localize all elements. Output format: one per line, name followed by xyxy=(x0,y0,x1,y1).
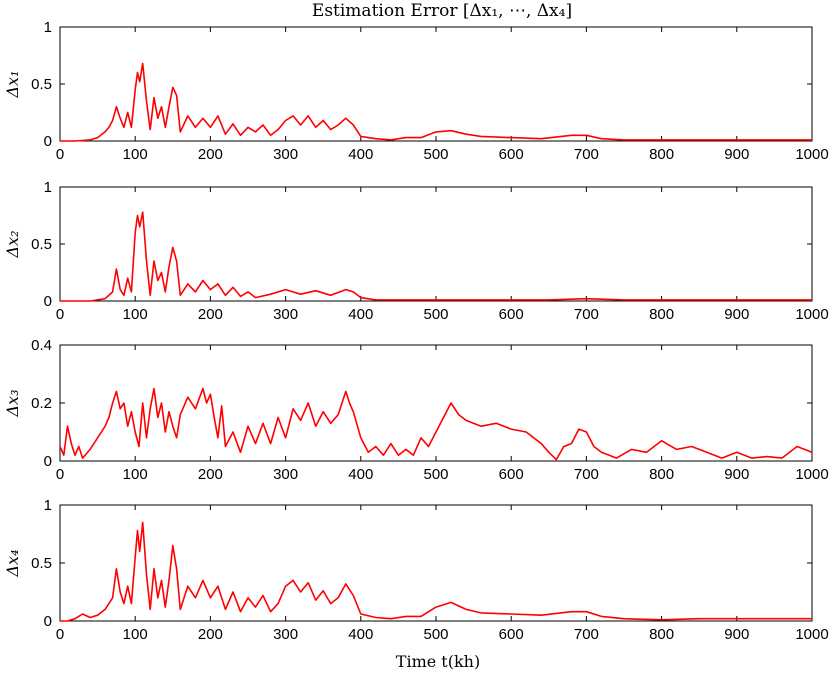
subplot-1: 0 100 200 300 400 500 600 700 800 900 1000 0 0.5 1 Δx₁ xyxy=(3,19,829,163)
y-tick-label: 0.5 xyxy=(31,236,52,253)
x-tick-label: 100 xyxy=(123,626,148,643)
x-tick-label: 300 xyxy=(273,626,298,643)
series-line-1 xyxy=(60,62,812,142)
series-line-3 xyxy=(59,387,813,461)
x-tick-label: 900 xyxy=(724,466,749,483)
x-tick-label: 500 xyxy=(423,466,448,483)
x-tick-label: 0 xyxy=(56,306,64,323)
x-tick-label: 400 xyxy=(348,626,373,643)
x-tick-label: 500 xyxy=(423,626,448,643)
x-tick-label: 300 xyxy=(273,146,298,163)
series-line-4 xyxy=(60,521,812,622)
axes-box xyxy=(59,186,813,302)
y-tick-label: 0 xyxy=(44,293,52,310)
x-tick-label: 800 xyxy=(649,466,674,483)
x-tick-label: 400 xyxy=(348,146,373,163)
axes-box xyxy=(59,344,813,462)
x-tick-label: 1000 xyxy=(795,466,828,483)
x-tick-label: 900 xyxy=(724,626,749,643)
x-tick-label: 200 xyxy=(198,626,223,643)
x-tick-label: 600 xyxy=(499,146,524,163)
y-tick-label: 0 xyxy=(44,133,52,150)
x-tick-label: 900 xyxy=(724,306,749,323)
x-tick-label: 1000 xyxy=(795,626,828,643)
series-line-2 xyxy=(60,211,812,302)
x-tick-label: 600 xyxy=(499,626,524,643)
x-tick-label: 600 xyxy=(499,306,524,323)
x-tick-label: 1000 xyxy=(795,306,828,323)
x-tick-label: 100 xyxy=(123,306,148,323)
y-tick-label: 0.5 xyxy=(31,555,52,572)
x-tick-label: 500 xyxy=(423,146,448,163)
x-tick-label: 300 xyxy=(273,466,298,483)
x-tick-label: 400 xyxy=(348,466,373,483)
y-tick-label: 0.2 xyxy=(31,395,52,412)
axes-box xyxy=(59,504,813,622)
x-tick-label: 800 xyxy=(649,146,674,163)
y-tick-label: 1 xyxy=(44,497,52,514)
chart-title: Estimation Error [Δx₁, ⋯, Δx₄] xyxy=(312,1,572,21)
x-tick-label: 600 xyxy=(499,466,524,483)
x-tick-label: 700 xyxy=(574,626,599,643)
x-tick-label: 900 xyxy=(724,146,749,163)
y-tick-label: 0 xyxy=(44,453,52,470)
x-tick-label: 100 xyxy=(123,466,148,483)
y-tick-label: 0.4 xyxy=(31,337,52,354)
x-axis-label: Time t(kh) xyxy=(396,652,480,671)
y-axis-label: Δx₁ xyxy=(3,71,22,99)
x-tick-label: 400 xyxy=(348,306,373,323)
x-tick-label: 200 xyxy=(198,306,223,323)
y-tick-label: 0 xyxy=(44,613,52,630)
subplot-2: 0 100 200 300 400 500 600 700 800 900 1000 0 0.5 1 Δx₂ xyxy=(3,179,829,323)
x-tick-label: 0 xyxy=(56,626,64,643)
x-tick-label: 800 xyxy=(649,306,674,323)
y-axis-label: Δx₂ xyxy=(3,231,22,259)
y-axis-label: Δx₃ xyxy=(3,390,22,418)
x-tick-label: 500 xyxy=(423,306,448,323)
x-tick-label: 800 xyxy=(649,626,674,643)
y-tick-label: 0.5 xyxy=(31,76,52,93)
subplot-panels: 0 100 200 300 400 500 600 700 800 900 100000.51Δx₁… xyxy=(3,19,829,643)
axes-box xyxy=(59,26,813,142)
x-tick-label: 700 xyxy=(574,466,599,483)
subplot-4: 0 100 200 300 400 500 600 700 800 900 1000 0 0.5 1 Δx₄ xyxy=(3,497,829,643)
x-tick-label: 0 xyxy=(56,146,64,163)
y-tick-label: 1 xyxy=(44,179,52,196)
x-tick-label: 100 xyxy=(123,146,148,163)
y-axis-label: Δx₄ xyxy=(3,550,22,578)
x-tick-label: 300 xyxy=(273,306,298,323)
x-tick-label: 700 xyxy=(574,306,599,323)
y-tick-label: 1 xyxy=(44,19,52,36)
x-tick-label: 200 xyxy=(198,466,223,483)
subplot-3: 0 100 200 300 400 500 600 700 800 900 1000 0 0.2 0.4 Δ… xyxy=(3,337,829,483)
x-tick-label: 0 xyxy=(56,466,64,483)
x-tick-label: 700 xyxy=(574,146,599,163)
x-tick-label: 200 xyxy=(198,146,223,163)
x-tick-label: 1000 xyxy=(795,146,828,163)
